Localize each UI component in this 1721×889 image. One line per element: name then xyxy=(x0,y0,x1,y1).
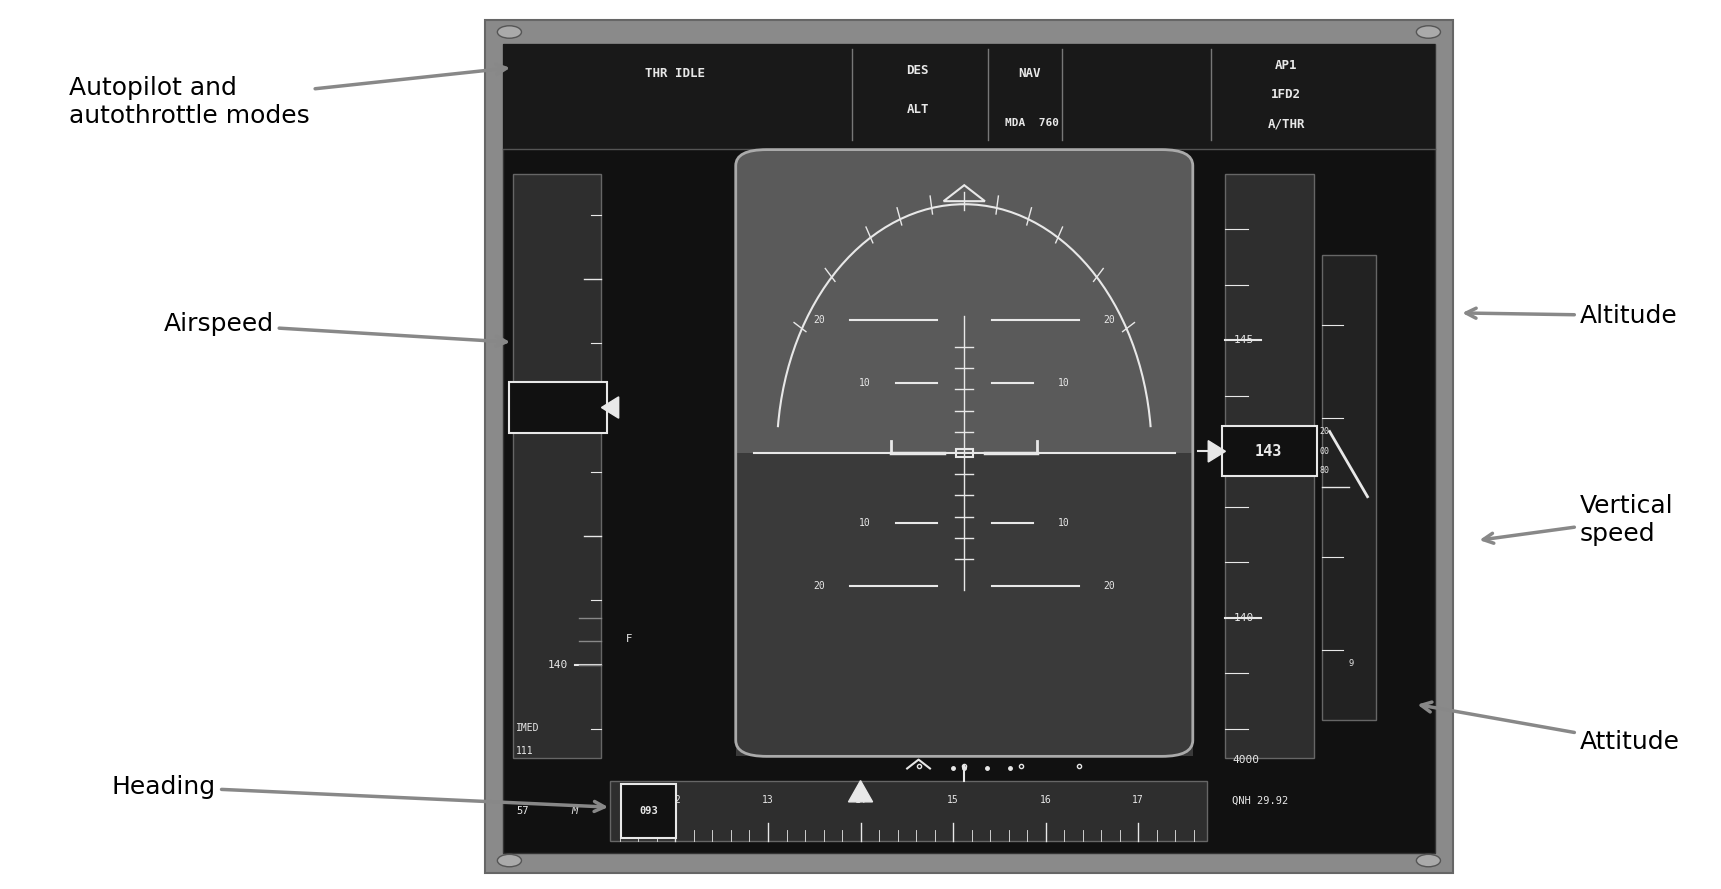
Text: 1FD2: 1FD2 xyxy=(1272,88,1301,101)
Bar xyxy=(609,781,1206,841)
Text: 12: 12 xyxy=(669,795,682,805)
Text: 80: 80 xyxy=(1320,467,1329,476)
Text: 20: 20 xyxy=(812,581,824,591)
Text: 14: 14 xyxy=(855,795,866,805)
Bar xyxy=(503,44,1435,149)
Text: MDA  760: MDA 760 xyxy=(1005,118,1060,128)
Bar xyxy=(485,20,1453,873)
Text: Vertical
speed: Vertical speed xyxy=(1484,494,1673,546)
Text: DES: DES xyxy=(907,64,929,77)
Text: 20: 20 xyxy=(812,315,824,324)
Text: 093: 093 xyxy=(638,806,657,816)
Text: AP1: AP1 xyxy=(1275,59,1298,72)
Text: 57: 57 xyxy=(516,806,528,816)
Polygon shape xyxy=(848,781,873,802)
Circle shape xyxy=(497,26,521,38)
Circle shape xyxy=(1416,854,1440,867)
Text: M: M xyxy=(571,806,578,816)
Text: 17: 17 xyxy=(1132,795,1144,805)
Text: 145: 145 xyxy=(1234,335,1255,345)
Bar xyxy=(509,382,608,433)
Circle shape xyxy=(497,854,521,867)
Text: 10: 10 xyxy=(859,517,871,528)
Text: Altitude: Altitude xyxy=(1466,304,1678,327)
Text: QNH 29.92: QNH 29.92 xyxy=(1232,796,1289,805)
Text: F: F xyxy=(625,634,632,644)
Text: Attitude: Attitude xyxy=(1422,702,1680,754)
Text: ALT: ALT xyxy=(907,103,929,116)
Polygon shape xyxy=(601,396,618,418)
Bar xyxy=(513,174,601,758)
Text: 20: 20 xyxy=(1103,315,1115,324)
Text: Autopilot and
autothrottle modes: Autopilot and autothrottle modes xyxy=(69,64,506,128)
Bar xyxy=(621,784,676,837)
Bar xyxy=(955,449,972,458)
Bar xyxy=(735,453,1193,757)
Polygon shape xyxy=(1208,441,1225,462)
Bar xyxy=(1225,174,1315,758)
Text: 143: 143 xyxy=(1255,444,1282,459)
Bar xyxy=(1222,426,1318,477)
Text: 10: 10 xyxy=(859,378,871,388)
Text: 16: 16 xyxy=(1039,795,1052,805)
Text: Heading: Heading xyxy=(112,775,604,812)
Bar xyxy=(503,44,1435,853)
Text: 20: 20 xyxy=(1103,581,1115,591)
Text: 10: 10 xyxy=(1058,517,1070,528)
Text: 13: 13 xyxy=(762,795,774,805)
Text: 20: 20 xyxy=(1320,428,1329,436)
Text: 9: 9 xyxy=(1349,659,1354,668)
Text: 140: 140 xyxy=(547,660,568,669)
Circle shape xyxy=(1416,26,1440,38)
Text: THR IDLE: THR IDLE xyxy=(645,68,706,80)
Text: A/THR: A/THR xyxy=(1267,117,1305,131)
Text: 140: 140 xyxy=(1234,613,1255,623)
Text: IMED: IMED xyxy=(516,724,540,733)
Text: Airspeed: Airspeed xyxy=(163,313,506,346)
Text: NAV: NAV xyxy=(1019,68,1041,80)
Text: 10: 10 xyxy=(1058,378,1070,388)
Text: 00: 00 xyxy=(1320,447,1329,456)
Bar xyxy=(1322,255,1375,720)
Text: 111: 111 xyxy=(516,746,534,756)
Text: 15: 15 xyxy=(947,795,959,805)
Text: 160: 160 xyxy=(547,403,568,412)
Text: 4000: 4000 xyxy=(1232,756,1260,765)
FancyBboxPatch shape xyxy=(735,149,1193,757)
